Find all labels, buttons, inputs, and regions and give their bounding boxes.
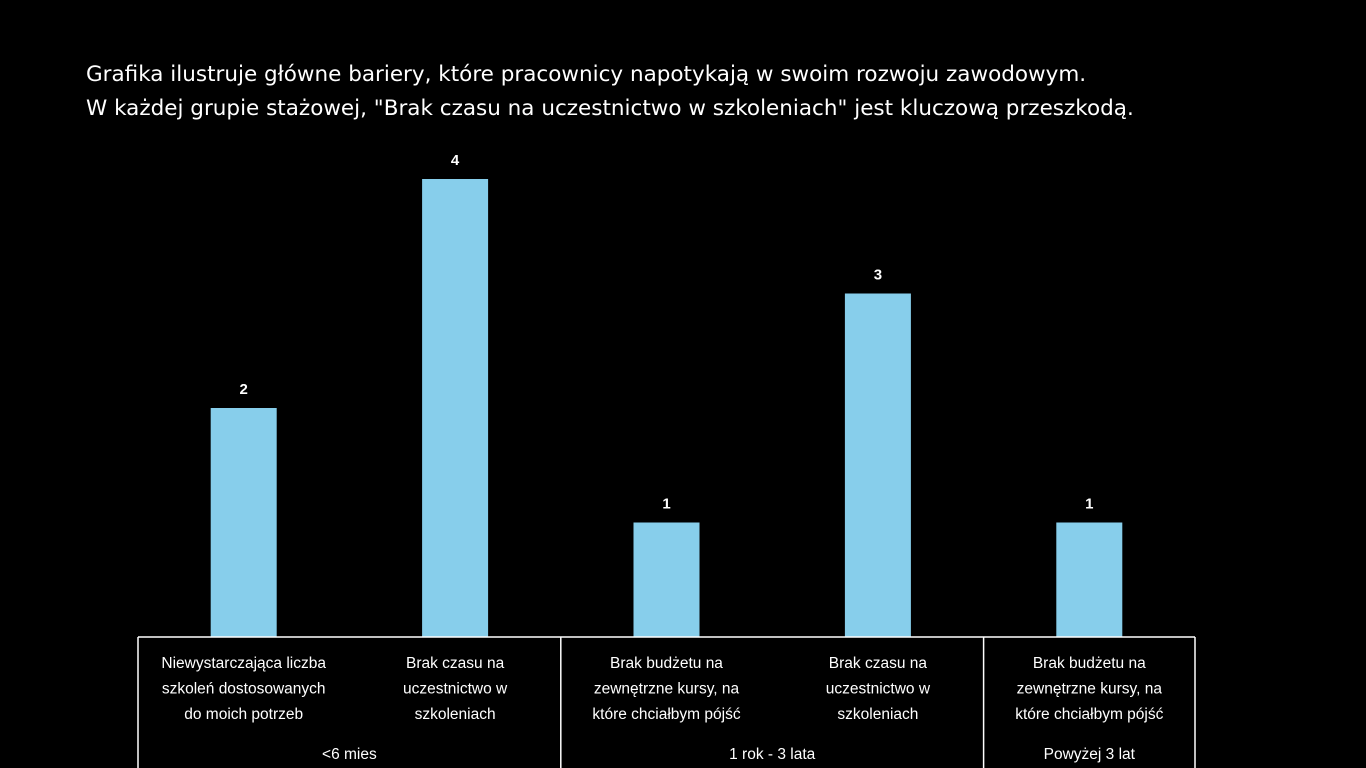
bar-3 bbox=[633, 522, 700, 637]
bar-5 bbox=[1056, 522, 1123, 637]
data-label-5: 1 bbox=[1085, 496, 1093, 513]
group-label-2: 1 rok - 3 lata bbox=[729, 746, 816, 763]
bar-1 bbox=[210, 408, 277, 637]
group-label-3: Powyżej 3 lat bbox=[1044, 746, 1136, 763]
bar-4 bbox=[844, 293, 911, 637]
bar-2 bbox=[422, 179, 489, 637]
description-line-1: Grafika ilustruje główne bariery, które … bbox=[86, 62, 1087, 87]
category-label-4: Brak czasu na uczestnictwo w szkoleniach bbox=[826, 655, 931, 723]
data-label-1: 2 bbox=[240, 381, 248, 398]
data-label-2: 4 bbox=[451, 152, 460, 169]
chart-description: Grafika ilustruje główne bariery, które … bbox=[86, 58, 1346, 126]
group-label-1: <6 mies bbox=[322, 746, 377, 763]
description-line-2: W każdej grupie stażowej, "Brak czasu na… bbox=[86, 96, 1134, 121]
category-label-5: Brak budżetu na zewnętrzne kursy, na które… bbox=[1015, 655, 1163, 723]
category-label-2: Brak czasu na uczestnictwo w szkoleniach bbox=[403, 655, 508, 723]
category-label-1: Niewystarczająca liczba szkoleń dostosowa… bbox=[161, 655, 326, 723]
data-label-4: 3 bbox=[874, 267, 882, 284]
category-label-3: Brak budżetu na zewnętrzne kursy, na które… bbox=[592, 655, 740, 723]
data-label-3: 1 bbox=[662, 496, 670, 513]
